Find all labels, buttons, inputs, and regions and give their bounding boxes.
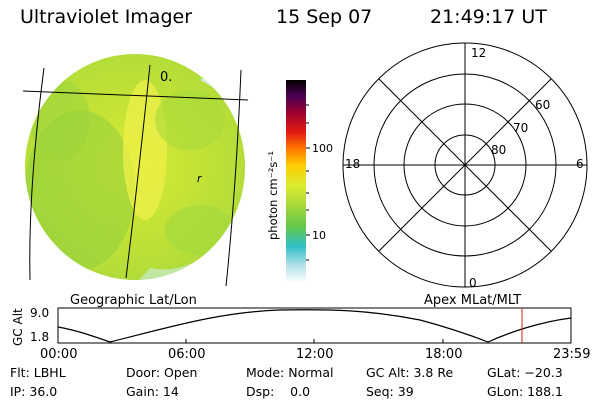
info-glat: GLat: −20.3 <box>487 365 563 380</box>
colorbar: 100 10 photon cm⁻²s⁻¹ <box>266 80 333 283</box>
info-door: Door: Open <box>126 365 198 380</box>
altitude-y-label: GC Alt <box>11 308 25 346</box>
colorbar-tick-10: 10 <box>312 229 326 242</box>
colorbar-unit-label: photon cm⁻²s⁻¹ <box>266 151 280 240</box>
x-tick-2359: 23:59 <box>553 347 591 362</box>
info-glon: GLon: 188.1 <box>487 384 563 399</box>
altitude-y-tick-1-8: 1.8 <box>30 330 49 344</box>
info-dsp: Dsp: 0.0 <box>246 384 311 399</box>
info-ip: IP: 36.0 <box>10 384 58 399</box>
mlt-label-0: 0 <box>469 276 477 290</box>
geo-glyph-top: 0. <box>160 70 172 85</box>
info-filter: Flt: LBHL <box>10 365 66 380</box>
mlt-label-6: 6 <box>576 157 584 171</box>
x-tick-0600: 06:00 <box>168 347 206 362</box>
info-gain: Gain: 14 <box>126 384 179 399</box>
polar-panel-label: Apex MLat/MLT <box>424 293 522 308</box>
geo-panel-label: Geographic Lat/Lon <box>70 293 197 308</box>
time-label: 21:49:17 UT <box>430 6 547 28</box>
altitude-plot: 9.0 1.8 GC Alt <box>11 306 572 346</box>
polar-plot: 12 0 18 6 60 70 80 <box>342 42 588 290</box>
uv-disk <box>25 54 245 280</box>
altitude-x-ticks <box>185 339 444 343</box>
altitude-plot-frame <box>57 307 572 344</box>
colorbar-ticks <box>306 104 310 261</box>
polar-grid <box>342 42 588 288</box>
lat-label-60: 60 <box>535 98 550 112</box>
info-gc-alt: GC Alt: 3.8 Re <box>366 365 454 380</box>
altitude-curve <box>57 309 572 343</box>
geo-glyph-mid: r <box>197 172 203 185</box>
mlt-label-18: 18 <box>345 157 360 171</box>
date-label: 15 Sep 07 <box>276 6 373 28</box>
lat-label-80: 80 <box>491 143 506 157</box>
geo-grid-lines <box>22 64 249 287</box>
x-tick-0000: 00:00 <box>40 347 78 362</box>
info-seq: Seq: 39 <box>366 384 414 399</box>
x-tick-1800: 18:00 <box>425 347 463 362</box>
info-mode: Mode: Normal <box>246 365 334 380</box>
lat-label-70: 70 <box>513 121 528 135</box>
colorbar-scale <box>286 80 306 283</box>
mlt-label-12: 12 <box>471 46 486 60</box>
colorbar-tick-100: 100 <box>312 142 333 155</box>
altitude-y-tick-9: 9.0 <box>30 306 49 320</box>
geographic-image: 0. r <box>22 54 249 287</box>
instrument-title: Ultraviolet Imager <box>20 6 193 28</box>
x-tick-1200: 12:00 <box>296 347 334 362</box>
